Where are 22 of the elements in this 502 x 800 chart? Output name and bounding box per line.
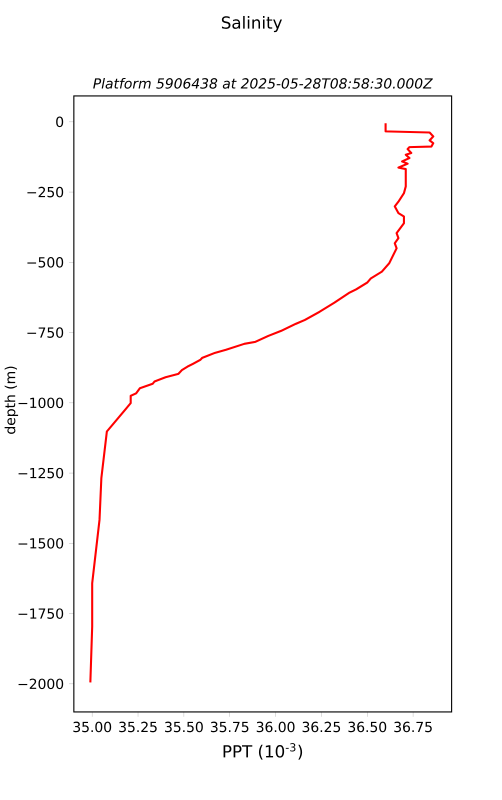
chart-title: Salinity — [222, 16, 282, 32]
x-tick-label: 35.25 — [119, 722, 157, 732]
x-tick-label: 36.50 — [348, 722, 386, 732]
x-tick-label: 35.50 — [165, 722, 204, 732]
y-tick-label: −1750 — [18, 608, 64, 619]
x-tick-label: 36.00 — [256, 722, 295, 732]
y-axis-title: depth (m) — [4, 366, 18, 434]
y-tick-label: −250 — [28, 186, 64, 198]
x-axis-title: PPT (10$^{-3}$) — [224, 743, 302, 760]
y-tick-label: 0 — [56, 116, 64, 128]
x-tick-label: 36.25 — [302, 722, 340, 732]
y-tick-label: −1000 — [18, 398, 64, 408]
y-tick-label: −1250 — [18, 468, 64, 478]
chart-subtitle: Platform 5906438 at 2025-05-28T08:58:30.000Z — [93, 78, 434, 89]
y-tick-label: −2000 — [18, 678, 64, 690]
y-tick-label: −750 — [28, 327, 64, 338]
x-tick-label: 35.75 — [211, 722, 249, 732]
line-series — [89, 122, 435, 684]
y-tick-label: −500 — [28, 257, 64, 268]
y-tick-label: −1500 — [18, 538, 64, 549]
x-tick-label: 36.75 — [394, 722, 432, 732]
x-tick-label: 35.00 — [74, 722, 112, 732]
